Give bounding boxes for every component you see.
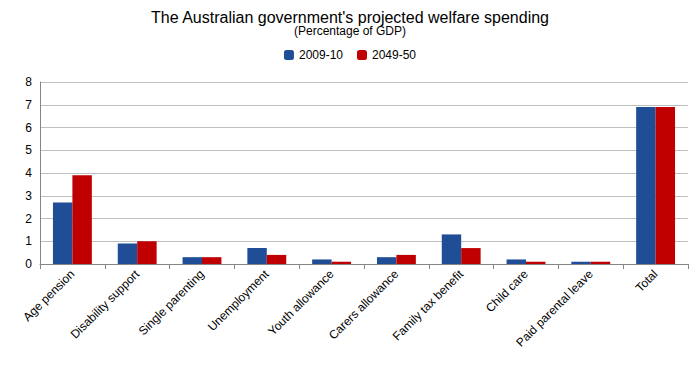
svg-text:Child care: Child care <box>483 267 531 315</box>
svg-text:5: 5 <box>25 143 32 157</box>
svg-text:3: 3 <box>25 189 32 203</box>
svg-text:0: 0 <box>25 257 32 271</box>
svg-text:Paid parental leave: Paid parental leave <box>513 267 596 350</box>
svg-text:Youth allowance: Youth allowance <box>265 267 337 339</box>
svg-text:Total: Total <box>633 267 661 295</box>
svg-text:4: 4 <box>25 166 32 180</box>
svg-text:Carers allowance: Carers allowance <box>326 267 402 343</box>
svg-text:Disability support: Disability support <box>68 267 143 342</box>
svg-text:1: 1 <box>25 234 32 248</box>
svg-text:2009-10: 2009-10 <box>299 48 343 62</box>
svg-text:Unemployment: Unemployment <box>205 267 272 334</box>
svg-text:7: 7 <box>25 98 32 112</box>
svg-text:Family tax benefit: Family tax benefit <box>390 267 467 344</box>
svg-text:The Australian government's pr: The Australian government's projected we… <box>151 9 549 26</box>
svg-text:2: 2 <box>25 212 32 226</box>
svg-text:6: 6 <box>25 121 32 135</box>
svg-text:Single parenting: Single parenting <box>136 267 207 338</box>
svg-text:8: 8 <box>25 75 32 89</box>
svg-text:2049-50: 2049-50 <box>372 48 416 62</box>
svg-text:Age pension: Age pension <box>20 267 77 324</box>
svg-text:(Percentage of GDP): (Percentage of GDP) <box>294 24 406 38</box>
